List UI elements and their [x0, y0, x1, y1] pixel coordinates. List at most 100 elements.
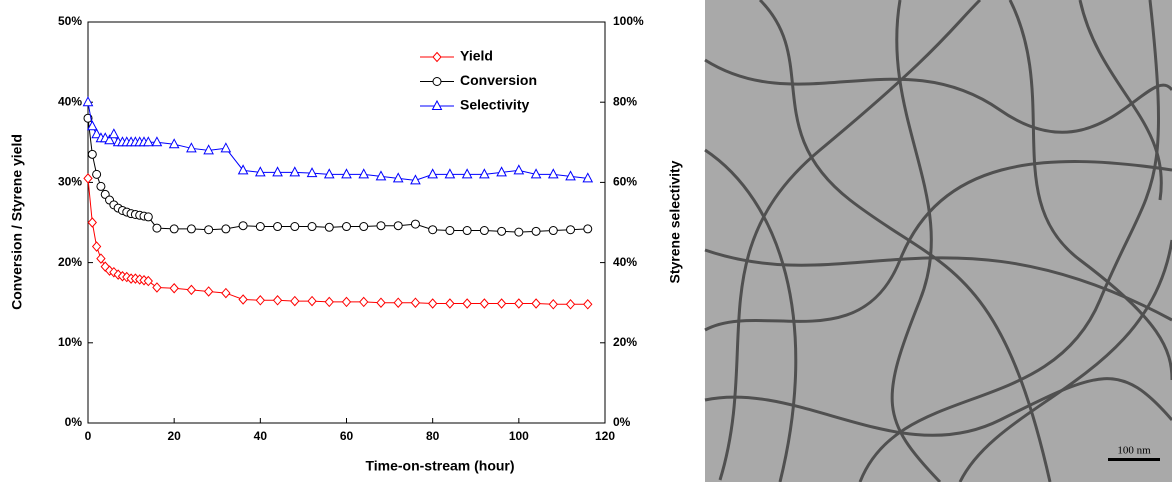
marker — [392, 172, 404, 183]
marker — [142, 136, 154, 147]
marker — [393, 297, 403, 308]
marker — [496, 298, 507, 309]
marker — [428, 225, 438, 235]
marker — [393, 221, 403, 231]
marker — [323, 168, 335, 179]
marker — [566, 225, 576, 235]
legend-marker — [432, 77, 442, 86]
marker — [462, 226, 472, 236]
y2-tick-label: 0% — [613, 415, 631, 429]
marker — [169, 224, 179, 234]
marker — [583, 224, 593, 234]
marker — [143, 212, 153, 222]
marker — [108, 128, 120, 139]
marker — [104, 134, 115, 145]
marker — [582, 172, 594, 183]
marker — [444, 168, 456, 179]
marker — [186, 142, 197, 153]
marker — [513, 164, 525, 175]
y-tick-label: 0% — [65, 415, 83, 429]
x-tick-label: 100 — [509, 429, 529, 443]
marker — [203, 286, 214, 297]
marker — [565, 299, 576, 310]
tem-image: 100 nm — [704, 0, 1172, 482]
marker — [376, 297, 386, 308]
marker — [238, 221, 248, 231]
marker — [290, 222, 300, 232]
y2-tick-label: 20% — [613, 335, 637, 349]
marker — [462, 298, 472, 309]
y2-tick-label: 60% — [613, 175, 637, 189]
marker — [143, 275, 153, 287]
marker — [83, 173, 93, 184]
marker — [565, 170, 576, 181]
marker — [255, 166, 266, 177]
marker — [479, 298, 490, 309]
marker — [290, 295, 300, 307]
marker — [514, 227, 524, 237]
marker — [307, 295, 317, 307]
y2-tick-label: 100% — [613, 14, 644, 28]
marker — [410, 219, 420, 229]
scale-bar — [1108, 458, 1160, 461]
marker — [324, 222, 334, 232]
marker — [375, 170, 387, 181]
marker — [342, 222, 351, 232]
marker — [479, 226, 489, 236]
marker — [96, 181, 106, 191]
marker — [186, 224, 196, 234]
y-tick-label: 30% — [58, 175, 82, 189]
y-tick-label: 50% — [58, 14, 82, 28]
marker — [548, 299, 558, 310]
x-tick-label: 120 — [595, 429, 615, 443]
marker — [583, 299, 593, 310]
marker — [461, 168, 473, 179]
marker — [445, 298, 455, 309]
x-tick-label: 80 — [426, 429, 440, 443]
nanotubes — [704, 0, 1172, 482]
marker — [82, 96, 94, 107]
marker — [152, 282, 162, 293]
marker — [87, 149, 97, 159]
marker — [496, 166, 507, 177]
marker — [289, 166, 301, 177]
marker — [324, 296, 334, 308]
x-axis-title: Time-on-stream (hour) — [365, 458, 514, 474]
marker — [548, 226, 558, 236]
x-tick-label: 0 — [85, 429, 92, 443]
x-tick-label: 40 — [254, 429, 268, 443]
marker — [410, 297, 421, 308]
marker — [91, 128, 102, 139]
marker — [221, 287, 231, 299]
marker — [341, 168, 352, 179]
marker — [204, 225, 214, 235]
marker — [531, 298, 541, 309]
y2-tick-label: 40% — [613, 255, 637, 269]
marker — [273, 222, 283, 232]
legend-label: Selectivity — [460, 97, 529, 113]
marker — [87, 217, 97, 228]
marker — [410, 174, 421, 185]
marker — [514, 298, 524, 309]
series-line — [87, 178, 588, 305]
series-line — [87, 118, 588, 233]
y2-tick-label: 80% — [613, 94, 637, 108]
marker — [272, 295, 283, 306]
marker — [91, 241, 102, 252]
x-tick-label: 60 — [340, 429, 354, 443]
marker — [341, 296, 352, 308]
marker — [306, 167, 318, 178]
marker — [169, 283, 179, 294]
x-tick-label: 20 — [167, 429, 181, 443]
marker — [445, 226, 455, 236]
y-axis-title: Conversion / Styrene yield — [9, 134, 25, 310]
marker — [203, 144, 214, 155]
marker — [92, 169, 102, 179]
marker — [359, 296, 369, 308]
legend-label: Conversion — [460, 72, 537, 88]
marker — [530, 168, 542, 179]
series-line — [87, 102, 588, 181]
marker — [547, 168, 559, 179]
y-tick-label: 10% — [58, 335, 82, 349]
